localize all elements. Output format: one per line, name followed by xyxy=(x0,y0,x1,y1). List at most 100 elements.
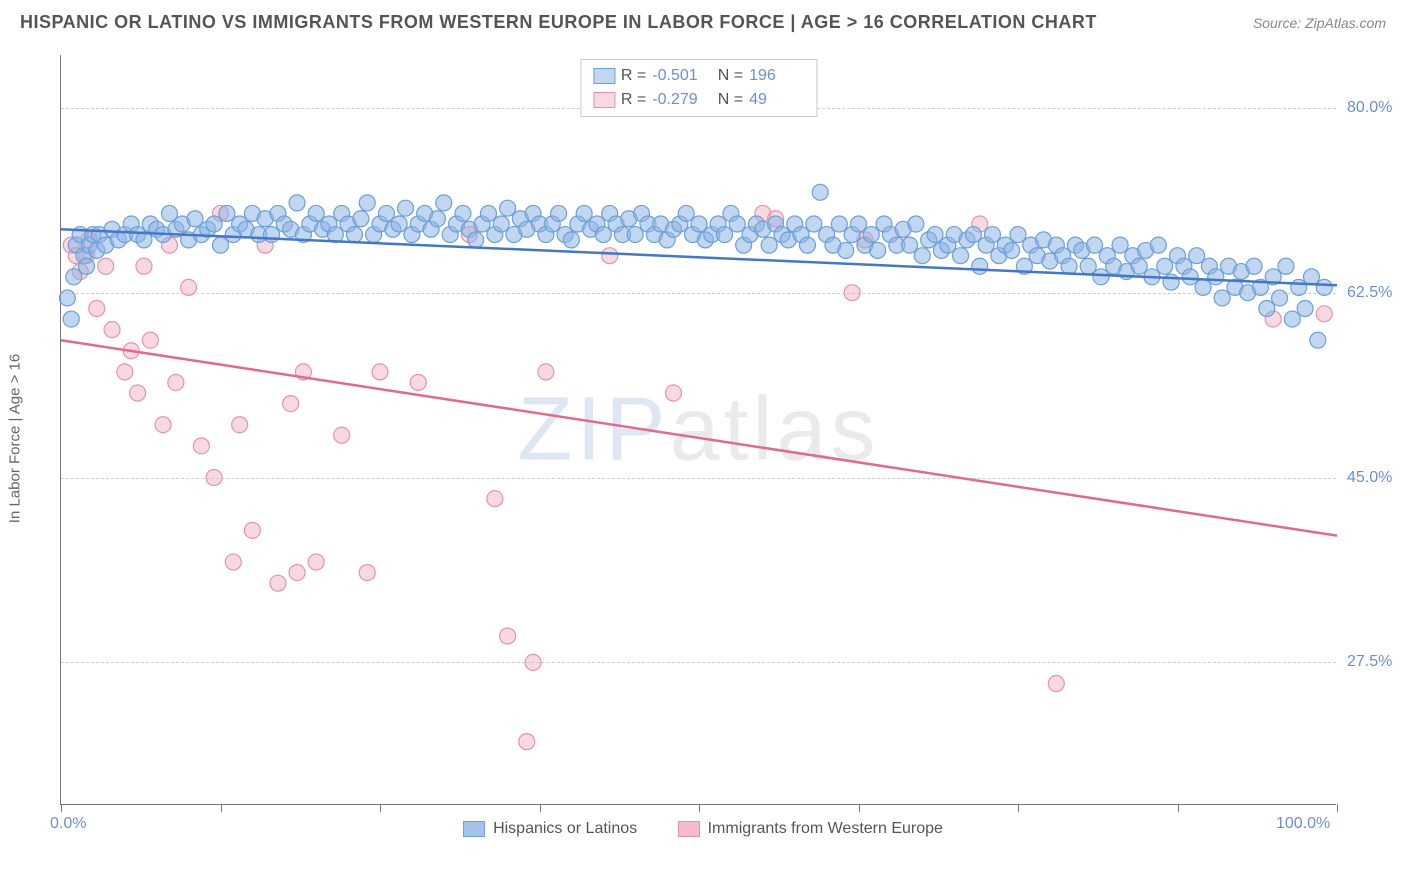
data-point xyxy=(398,200,414,216)
data-point xyxy=(142,332,158,348)
data-point xyxy=(851,216,867,232)
xtick-mark xyxy=(859,804,860,812)
xtick-mark xyxy=(540,804,541,812)
data-point xyxy=(155,417,171,433)
chart-svg xyxy=(61,55,1337,805)
data-point xyxy=(244,522,260,538)
data-point xyxy=(1131,258,1147,274)
data-point xyxy=(525,654,541,670)
data-point xyxy=(98,258,114,274)
data-point xyxy=(372,364,388,380)
data-point xyxy=(213,237,229,253)
legend-n-value: 196 xyxy=(749,64,804,88)
data-point xyxy=(410,374,426,390)
data-point xyxy=(717,227,733,243)
legend-n-label: N = xyxy=(713,88,743,112)
legend-row: R = -0.501 N = 196 xyxy=(593,64,804,88)
data-point xyxy=(289,565,305,581)
data-point xyxy=(1080,258,1096,274)
data-point xyxy=(89,301,105,317)
data-point xyxy=(1157,258,1173,274)
data-point xyxy=(1284,311,1300,327)
data-point xyxy=(551,205,567,221)
data-point xyxy=(283,396,299,412)
data-point xyxy=(436,195,452,211)
data-point xyxy=(308,554,324,570)
data-point xyxy=(902,237,918,253)
data-point xyxy=(130,385,146,401)
legend-item: Hispanics or Latinos xyxy=(463,820,637,838)
swatch-icon xyxy=(593,68,615,84)
data-point xyxy=(334,427,350,443)
swatch-icon xyxy=(593,92,615,108)
data-point xyxy=(270,575,286,591)
data-point xyxy=(487,491,503,507)
data-point xyxy=(965,227,981,243)
plot-area: ZIPatlas R = -0.501 N = 196 R = -0.279 N… xyxy=(60,55,1336,805)
data-point xyxy=(844,285,860,301)
data-point xyxy=(1208,269,1224,285)
data-point xyxy=(1048,676,1064,692)
legend-n-value: 49 xyxy=(749,88,804,112)
legend-r-value: -0.279 xyxy=(652,88,707,112)
legend-r-label: R = xyxy=(621,64,646,88)
data-point xyxy=(1214,290,1230,306)
data-point xyxy=(500,200,516,216)
data-point xyxy=(264,227,280,243)
ytick-label: 45.0% xyxy=(1347,469,1392,487)
data-point xyxy=(1259,301,1275,317)
xtick-mark xyxy=(1018,804,1019,812)
data-point xyxy=(984,227,1000,243)
data-point xyxy=(1195,279,1211,295)
data-point xyxy=(206,470,222,486)
data-point xyxy=(193,438,209,454)
data-point xyxy=(353,211,369,227)
data-point xyxy=(538,364,554,380)
data-point xyxy=(359,195,375,211)
legend-correlation: R = -0.501 N = 196 R = -0.279 N = 49 xyxy=(580,59,817,117)
data-point xyxy=(429,211,445,227)
data-point xyxy=(863,227,879,243)
y-axis-label: In Labor Force | Age > 16 xyxy=(7,354,24,523)
xtick-mark xyxy=(699,804,700,812)
xtick-label: 100.0% xyxy=(1276,815,1330,833)
swatch-icon xyxy=(678,821,700,837)
data-point xyxy=(678,205,694,221)
data-point xyxy=(908,216,924,232)
data-point xyxy=(289,195,305,211)
data-point xyxy=(665,385,681,401)
data-point xyxy=(1182,269,1198,285)
data-point xyxy=(1093,269,1109,285)
data-point xyxy=(378,205,394,221)
data-point xyxy=(1010,227,1026,243)
data-point xyxy=(1303,269,1319,285)
legend-r-value: -0.501 xyxy=(652,64,707,88)
data-point xyxy=(519,734,535,750)
data-point xyxy=(806,216,822,232)
data-point xyxy=(1278,258,1294,274)
xtick-mark xyxy=(221,804,222,812)
data-point xyxy=(691,216,707,232)
data-point xyxy=(66,269,82,285)
chart-title: HISPANIC OR LATINO VS IMMIGRANTS FROM WE… xyxy=(20,12,1097,33)
data-point xyxy=(1316,306,1332,322)
data-point xyxy=(1291,279,1307,295)
data-point xyxy=(500,628,516,644)
data-point xyxy=(1004,242,1020,258)
xtick-label: 0.0% xyxy=(50,815,86,833)
data-point xyxy=(308,205,324,221)
data-point xyxy=(219,205,235,221)
data-point xyxy=(493,216,509,232)
data-point xyxy=(799,237,815,253)
data-point xyxy=(1189,248,1205,264)
data-point xyxy=(161,205,177,221)
data-point xyxy=(480,205,496,221)
data-point xyxy=(232,417,248,433)
data-point xyxy=(206,216,222,232)
source-label: Source: ZipAtlas.com xyxy=(1253,15,1386,31)
data-point xyxy=(225,554,241,570)
data-point xyxy=(136,258,152,274)
data-point xyxy=(468,232,484,248)
data-point xyxy=(831,216,847,232)
data-point xyxy=(455,205,471,221)
